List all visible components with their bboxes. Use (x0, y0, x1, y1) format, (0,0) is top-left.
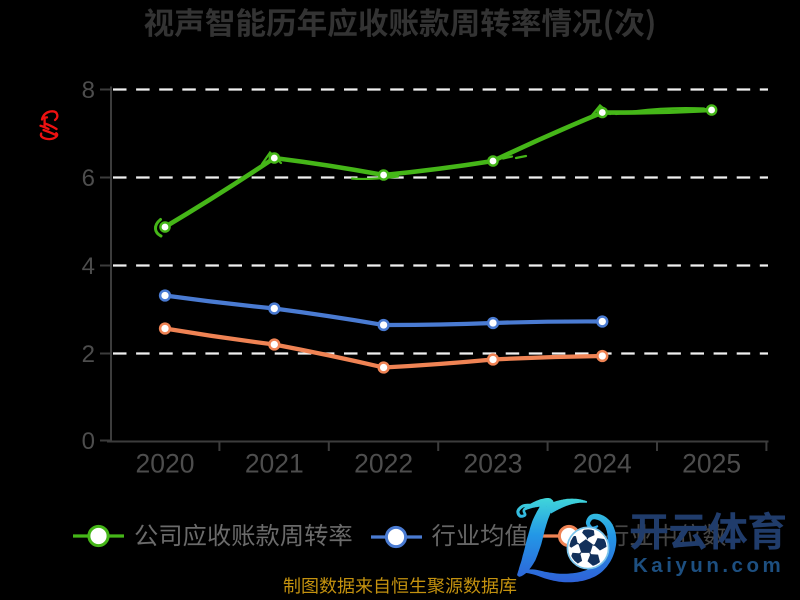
svg-text:2024: 2024 (573, 449, 632, 479)
svg-text:2023: 2023 (464, 449, 523, 479)
svg-text:0: 0 (82, 428, 95, 455)
svg-text:2025: 2025 (682, 449, 741, 479)
svg-text:2020: 2020 (136, 449, 195, 479)
svg-text:8: 8 (82, 77, 95, 104)
svg-text:6: 6 (82, 165, 95, 192)
svg-text:2: 2 (82, 341, 95, 368)
svg-text:2022: 2022 (354, 449, 413, 479)
svg-text:Kaiyun.com: Kaiyun.com (633, 554, 784, 577)
svg-text:4: 4 (82, 253, 95, 280)
svg-text:2021: 2021 (245, 449, 304, 479)
